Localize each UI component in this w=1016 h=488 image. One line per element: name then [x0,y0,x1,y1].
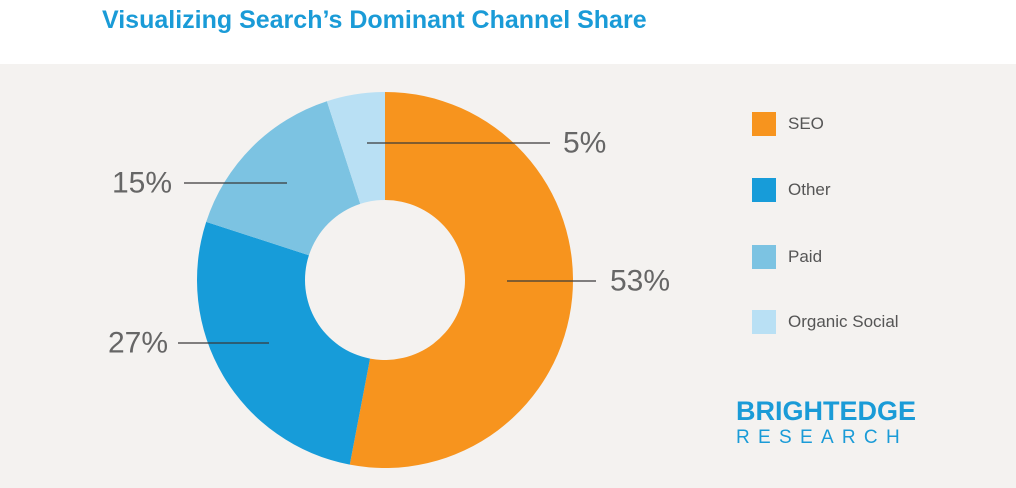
legend-label-seo: SEO [788,114,824,133]
data-label-other: 27% [108,327,168,360]
legend-item-organic-social: Organic Social [752,310,899,334]
legend-label-other: Other [788,180,831,199]
brightedge-research-logo: BRIGHTEDGE RESEARCH [736,396,916,450]
slice-other [196,221,371,465]
legend-item-other: Other [752,178,831,202]
brand-line-1: BRIGHTEDGE [736,396,917,426]
legend-item-seo: SEO [752,112,824,136]
legend-label-paid: Paid [788,247,823,266]
legend-swatch-seo [752,112,776,136]
data-labels: 53% 27% 15% 5% [108,127,670,360]
data-label-seo: 53% [610,265,670,298]
legend-item-paid: Paid [752,245,822,269]
brand-line-2: RESEARCH [736,427,908,448]
chart-title: Visualizing Search’s Dominant Channel Sh… [102,6,647,34]
legend-swatch-other [752,178,776,202]
slice-paid [206,101,361,256]
legend-label-organic-social: Organic Social [788,312,899,331]
leader-lines [178,142,596,344]
legend-swatch-paid [752,245,776,269]
slice-organic-social [326,92,385,204]
data-label-paid: 15% [112,167,172,200]
slice-seo [349,92,573,468]
donut-slices [196,92,573,468]
data-label-organic-social: 5% [563,127,606,160]
legend-swatch-organic-social [752,310,776,334]
